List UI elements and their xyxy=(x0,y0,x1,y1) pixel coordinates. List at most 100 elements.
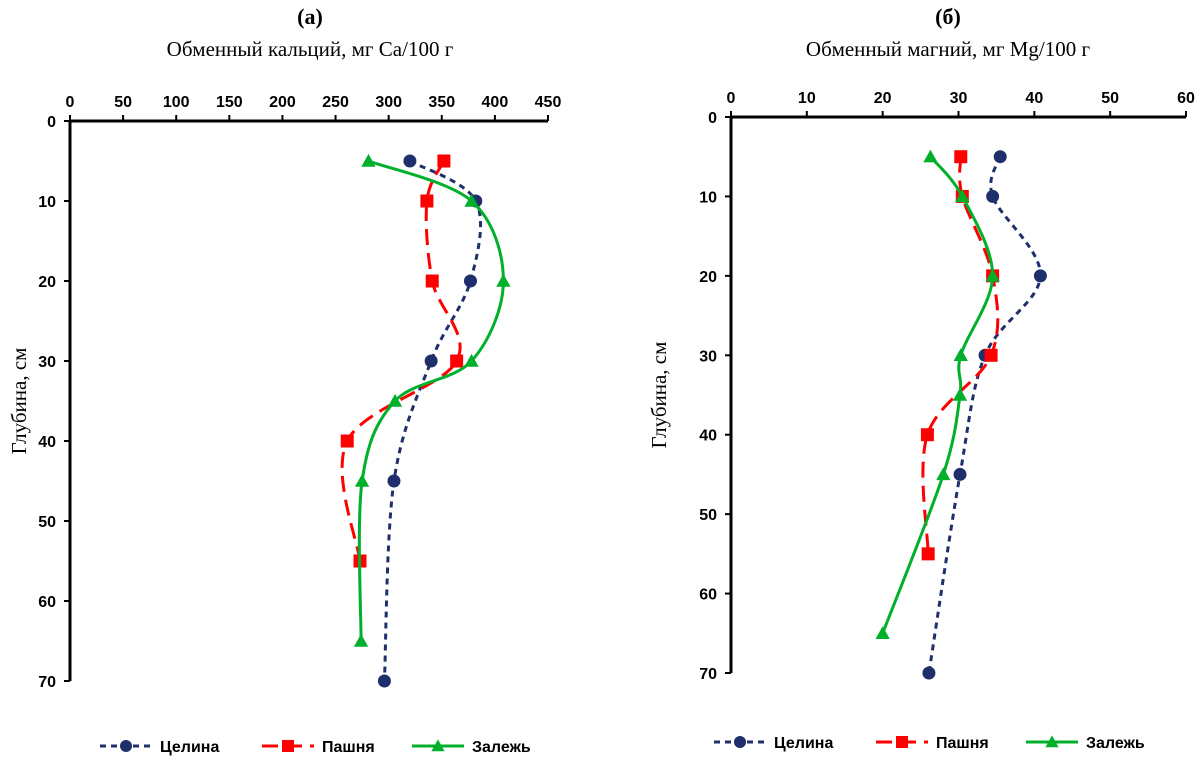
x-tick-label: 20 xyxy=(874,90,892,107)
x-axis-title: Обменный кальций, мг Ca/100 г xyxy=(167,37,454,61)
x-tick-label: 60 xyxy=(1177,90,1195,107)
series-line xyxy=(881,155,995,634)
data-point xyxy=(936,467,951,481)
legend-item: Залежь xyxy=(412,739,531,756)
legend-marker xyxy=(734,736,746,748)
series-1 xyxy=(922,150,1047,680)
legend-marker xyxy=(120,740,132,752)
data-point xyxy=(923,149,938,163)
panel-label: (б) xyxy=(935,4,961,29)
y-tick-label: 0 xyxy=(47,114,56,131)
data-point xyxy=(361,153,376,167)
series-line xyxy=(357,159,505,642)
y-tick-label: 10 xyxy=(38,194,56,211)
data-point xyxy=(354,473,370,487)
legend-marker xyxy=(1045,735,1059,748)
series-1 xyxy=(377,154,483,688)
x-tick-label: 10 xyxy=(798,90,816,107)
y-tick-label: 70 xyxy=(38,674,56,691)
y-tick-label: 40 xyxy=(38,434,56,451)
data-point xyxy=(953,348,968,362)
y-tick-label: 40 xyxy=(699,428,717,445)
y-tick-label: 60 xyxy=(38,594,56,611)
y-tick-label: 50 xyxy=(38,514,56,531)
legend-label: Пашня xyxy=(322,739,375,756)
data-point xyxy=(984,348,998,362)
data-point xyxy=(437,154,451,168)
series-line xyxy=(927,156,1042,674)
legend-label: Пашня xyxy=(936,735,989,752)
data-point xyxy=(875,626,890,640)
x-tick-label: 0 xyxy=(66,94,75,111)
y-axis-title: Глубина, см xyxy=(7,348,31,455)
legend: Целина Пашня Залежь xyxy=(100,739,531,756)
legend-label: Целина xyxy=(160,739,219,756)
data-point xyxy=(377,674,391,688)
data-point xyxy=(985,268,1000,282)
chart-panel-2: (б) Обменный магний, мг Mg/100 г Глубина, … xyxy=(647,4,1195,752)
y-tick-label: 20 xyxy=(699,269,717,286)
x-tick-label: 30 xyxy=(950,90,968,107)
data-point xyxy=(403,154,417,168)
data-point xyxy=(955,189,970,203)
x-tick-label: 50 xyxy=(114,94,132,111)
chart-panel-1: (а) Обменный кальций, мг Ca/100 г Глубина,… xyxy=(7,4,561,756)
x-tick-label: 40 xyxy=(1025,90,1043,107)
series-3 xyxy=(353,153,511,647)
data-point xyxy=(424,354,438,368)
legend-item: Целина xyxy=(100,739,219,756)
data-point xyxy=(496,273,511,287)
data-point xyxy=(425,274,439,288)
panel-label: (а) xyxy=(297,4,323,29)
legend-label: Залежь xyxy=(472,739,531,756)
x-tick-label: 200 xyxy=(269,94,296,111)
y-tick-label: 10 xyxy=(699,189,717,206)
data-point xyxy=(450,354,464,368)
x-tick-label: 50 xyxy=(1101,90,1119,107)
data-point xyxy=(921,547,935,561)
legend-item: Пашня xyxy=(876,735,989,752)
data-point xyxy=(953,467,967,481)
x-tick-label: 250 xyxy=(322,94,349,111)
legend-marker xyxy=(431,739,445,752)
data-point xyxy=(387,474,401,488)
series-line xyxy=(382,159,482,682)
legend-marker xyxy=(896,736,908,748)
data-point xyxy=(993,150,1007,164)
y-tick-label: 20 xyxy=(38,274,56,291)
x-tick-label: 400 xyxy=(482,94,509,111)
data-point xyxy=(340,434,354,448)
data-point xyxy=(420,194,434,208)
y-tick-label: 60 xyxy=(699,587,717,604)
data-point xyxy=(464,353,479,367)
data-point xyxy=(464,193,479,207)
legend-item: Пашня xyxy=(262,739,375,756)
legend-marker xyxy=(282,740,294,752)
data-point xyxy=(387,393,403,407)
legend-label: Целина xyxy=(774,735,833,752)
y-tick-label: 70 xyxy=(699,666,717,683)
series-2 xyxy=(340,154,464,568)
x-axis-title: Обменный магний, мг Mg/100 г xyxy=(806,37,1091,61)
series-line xyxy=(921,156,1000,554)
legend-item: Залежь xyxy=(1026,735,1145,752)
legend-item: Целина xyxy=(714,735,833,752)
x-tick-label: 300 xyxy=(375,94,402,111)
data-point xyxy=(920,428,934,442)
data-point xyxy=(1033,269,1047,283)
data-point xyxy=(922,666,936,680)
x-tick-label: 350 xyxy=(428,94,455,111)
x-tick-label: 450 xyxy=(535,94,562,111)
x-tick-label: 150 xyxy=(216,94,243,111)
legend-label: Залежь xyxy=(1086,735,1145,752)
y-tick-label: 0 xyxy=(708,110,717,127)
data-point xyxy=(463,274,477,288)
y-axis-title: Глубина, см xyxy=(647,342,671,449)
data-point xyxy=(954,150,968,164)
x-tick-label: 0 xyxy=(727,90,736,107)
data-point xyxy=(986,189,1000,203)
series-3 xyxy=(875,149,1000,640)
legend: Целина Пашня Залежь xyxy=(714,735,1145,752)
data-point xyxy=(353,633,369,647)
